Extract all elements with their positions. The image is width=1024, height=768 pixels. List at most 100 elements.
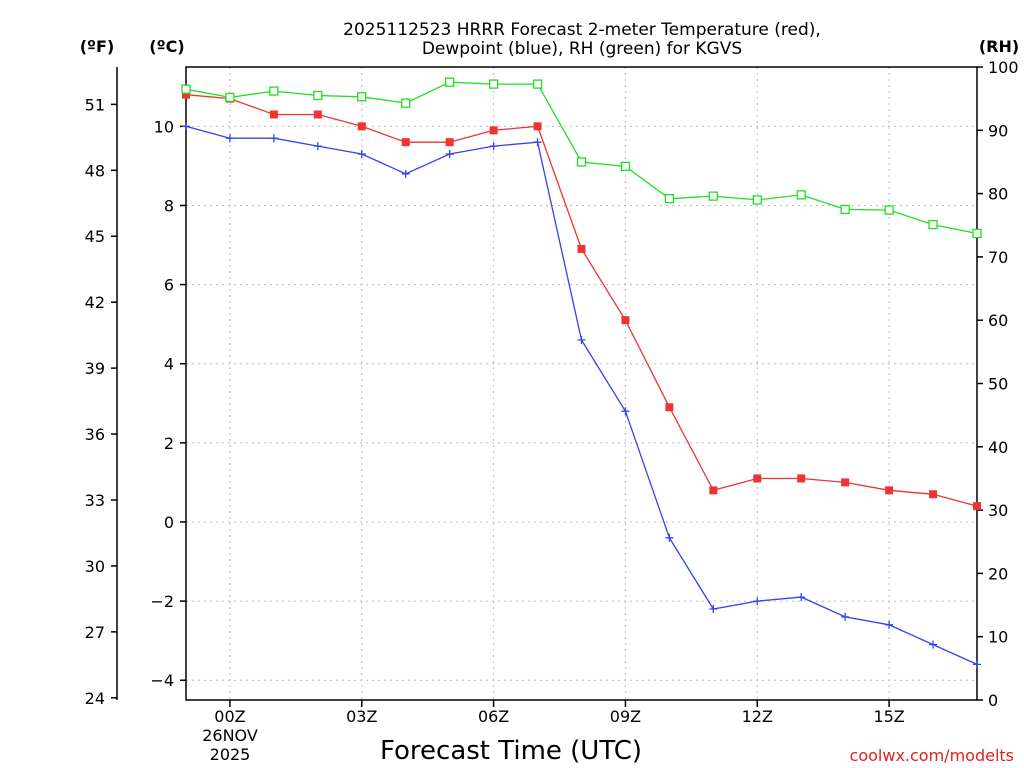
celsius-unit-label: (ºC) bbox=[149, 37, 184, 56]
relative-humidity-point bbox=[225, 92, 235, 103]
temperature-point bbox=[489, 126, 498, 135]
axis-ticks: 00Z 03Z 06Z 09Z 12Z 15Z−4−2024681024273033363… bbox=[85, 58, 1019, 726]
celsius-tick-label: 6 bbox=[164, 276, 174, 295]
dewpoint-point bbox=[929, 640, 938, 649]
dewpoint-point bbox=[269, 134, 278, 143]
celsius-tick-label: 0 bbox=[164, 513, 174, 532]
temperature-point bbox=[929, 490, 938, 499]
x-tick-label: 15Z bbox=[873, 707, 904, 726]
data-series bbox=[181, 77, 982, 669]
relative-humidity-point bbox=[620, 161, 631, 172]
rh-tick-label: 40 bbox=[988, 438, 1008, 457]
dewpoint-point bbox=[577, 335, 586, 344]
relative-humidity-point bbox=[181, 84, 191, 94]
dewpoint-point bbox=[182, 122, 190, 131]
relative-humidity-point bbox=[445, 77, 455, 87]
temperature-point bbox=[269, 110, 278, 119]
x-axis-label: Forecast Time (UTC) bbox=[380, 736, 642, 766]
relative-humidity-point bbox=[357, 92, 367, 102]
relative-humidity-point bbox=[884, 205, 894, 215]
dewpoint-point bbox=[709, 605, 718, 614]
relative-humidity-point bbox=[664, 194, 675, 204]
rh-tick-label: 100 bbox=[988, 58, 1019, 77]
fahrenheit-tick-label: 33 bbox=[85, 491, 105, 510]
relative-humidity-point bbox=[576, 157, 587, 167]
temperature-point bbox=[182, 90, 190, 99]
dewpoint-point bbox=[973, 660, 981, 669]
temperature-point bbox=[357, 122, 366, 131]
rh-tick-label: 50 bbox=[988, 375, 1008, 394]
relative-humidity-point bbox=[752, 195, 762, 205]
celsius-tick-label: −2 bbox=[150, 592, 174, 611]
celsius-tick-label: −4 bbox=[150, 671, 174, 690]
celsius-tick-label: 10 bbox=[154, 117, 174, 136]
fahrenheit-tick-label: 48 bbox=[85, 161, 105, 180]
fahrenheit-tick-label: 45 bbox=[85, 227, 105, 246]
date-label-day: 26NOV bbox=[202, 726, 258, 745]
rh-tick-label: 90 bbox=[988, 121, 1008, 140]
fahrenheit-tick-label: 36 bbox=[85, 425, 105, 444]
fahrenheit-tick-label: 42 bbox=[85, 293, 105, 312]
date-label-year: 2025 bbox=[210, 745, 251, 764]
rh-tick-label: 20 bbox=[988, 564, 1008, 583]
relative-humidity-point bbox=[313, 90, 323, 101]
rh-tick-label: 30 bbox=[988, 501, 1008, 520]
x-tick-label: 12Z bbox=[742, 707, 773, 726]
x-tick-label: 09Z bbox=[610, 707, 641, 726]
relative-humidity-point bbox=[708, 191, 718, 201]
temperature-point bbox=[885, 486, 894, 495]
temperature-point bbox=[797, 474, 806, 483]
temperature-point bbox=[841, 478, 850, 487]
relative-humidity-point bbox=[532, 79, 543, 89]
dewpoint-point bbox=[797, 593, 806, 602]
relative-humidity-point bbox=[269, 86, 279, 96]
rh-tick-label: 10 bbox=[988, 628, 1008, 647]
chart-title-line-2: Dewpoint (blue), RH (green) for KGVS bbox=[422, 39, 742, 59]
celsius-tick-label: 4 bbox=[164, 355, 174, 374]
rh-tick-label: 70 bbox=[988, 248, 1008, 267]
celsius-tick-label: 2 bbox=[164, 434, 174, 453]
fahrenheit-tick-label: 30 bbox=[85, 557, 105, 576]
x-tick-label: 06Z bbox=[478, 707, 509, 726]
dewpoint-point bbox=[313, 142, 322, 151]
rh-tick-label: 0 bbox=[988, 691, 998, 710]
dewpoint-point bbox=[841, 612, 850, 621]
temperature-point bbox=[401, 138, 410, 147]
temperature-point bbox=[621, 316, 630, 325]
temperature-point bbox=[973, 502, 981, 511]
fahrenheit-tick-label: 27 bbox=[85, 623, 105, 642]
fahrenheit-unit-label: (ºF) bbox=[80, 37, 115, 56]
dewpoint-point bbox=[357, 150, 366, 159]
fahrenheit-tick-label: 39 bbox=[85, 359, 105, 378]
credit-text: coolwx.com/modelts bbox=[850, 746, 1014, 765]
relative-humidity-point bbox=[796, 190, 806, 200]
dewpoint-point bbox=[533, 138, 542, 147]
relative-humidity-point bbox=[928, 219, 938, 230]
x-tick-label: 03Z bbox=[346, 707, 377, 726]
dewpoint-point bbox=[489, 142, 498, 151]
dewpoint-point bbox=[445, 150, 454, 159]
relative-humidity-point bbox=[488, 79, 499, 89]
dewpoint-point bbox=[621, 407, 630, 416]
relative-humidity-point bbox=[840, 204, 850, 215]
temperature-point bbox=[709, 486, 718, 495]
fahrenheit-tick-label: 24 bbox=[85, 689, 105, 708]
dewpoint-point bbox=[753, 597, 762, 606]
temperature-line bbox=[185, 94, 978, 507]
dewpoint-line bbox=[185, 125, 978, 665]
temperature-point bbox=[313, 110, 322, 119]
relative-humidity-point bbox=[401, 98, 411, 108]
temperature-point bbox=[445, 138, 454, 147]
rh-tick-label: 60 bbox=[988, 311, 1008, 330]
chart-title-line-1: 2025112523 HRRR Forecast 2-meter Tempera… bbox=[343, 20, 821, 40]
fahrenheit-tick-label: 51 bbox=[85, 95, 105, 114]
relative-humidity-point bbox=[972, 228, 982, 239]
rh-tick-label: 80 bbox=[988, 185, 1008, 204]
dewpoint-point bbox=[885, 620, 894, 629]
rh-unit-label: (RH) bbox=[979, 37, 1019, 56]
dewpoint-point bbox=[665, 533, 674, 542]
x-tick-label: 00Z bbox=[214, 707, 245, 726]
temperature-point bbox=[665, 403, 674, 412]
dewpoint-point bbox=[401, 169, 410, 178]
